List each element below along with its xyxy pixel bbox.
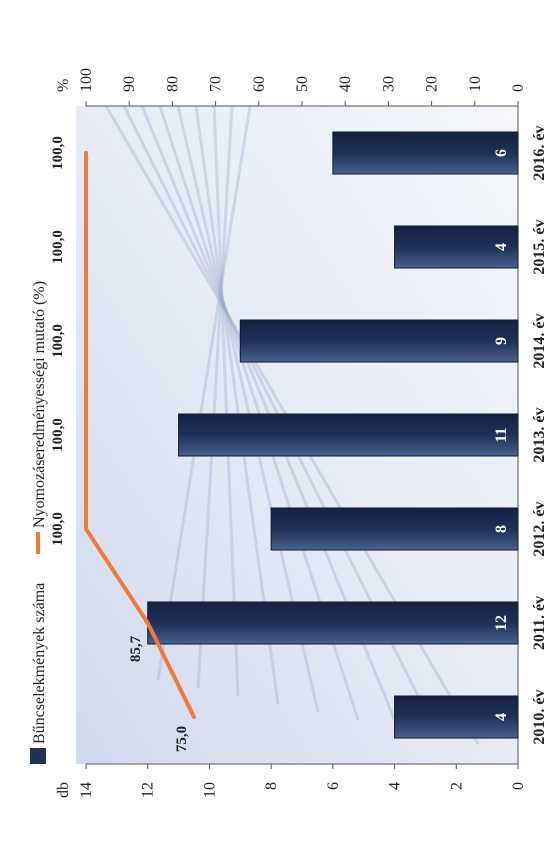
line-point [84,527,88,531]
bar-value-label: 9 [493,337,510,345]
background-stripe [212,105,240,697]
right-axis-tick-label: 20 [424,76,441,92]
right-axis-unit: % [55,79,72,92]
right-axis-tick-label: 10 [467,76,484,92]
right-axis-tick-label: 80 [164,76,181,92]
line-value-label: 100,0 [50,230,66,264]
category-label: 2012. év [531,501,548,556]
line-value-label: 100,0 [50,418,66,452]
line-value-label: 100,0 [50,512,66,546]
right-axis-tick-label: 70 [208,76,225,92]
category-label: 2013. év [531,407,548,462]
bar-value-label: 4 [493,713,510,721]
background-stripe [156,105,252,681]
bar [394,225,519,269]
left-axis-tick-label: 10 [201,782,218,798]
bar [270,507,519,551]
bar [394,695,519,739]
bar [332,131,519,175]
line-point [145,621,150,625]
right-axis-tick-label: 60 [251,76,268,92]
right-axis-tick-label: 30 [380,76,397,92]
line-value-label: 100,0 [50,324,66,358]
bar [147,601,519,645]
right-axis-tick-label: 50 [294,76,311,92]
line-point [192,715,196,719]
bar [239,319,519,363]
category-label: 2016. év [531,125,548,180]
left-axis-tick-label: 0 [510,782,527,790]
category-label: 2010. év [531,689,548,744]
legend-bar-label: Bűncselekmények száma [31,583,48,744]
left-axis-tick-label: 12 [140,782,157,798]
right-axis-tick-label: 0 [510,84,527,92]
left-axis-tick-label: 4 [387,782,404,790]
bar-value-label: 8 [493,525,510,533]
line-point [84,433,88,437]
legend-bar-swatch [30,748,46,764]
left-axis-tick-label: 14 [78,782,95,798]
line-value-label: 85,7 [128,635,144,662]
category-label: 2015. év [531,219,548,274]
bar [178,413,519,457]
bar-value-label: 6 [493,149,510,157]
bar-value-label: 12 [493,615,510,631]
bar-value-label: 11 [493,427,510,442]
line-point [84,339,88,343]
line-point [84,245,88,249]
category-label: 2011. év [531,596,548,650]
line-value-label: 100,0 [50,136,66,170]
line-point [84,151,88,155]
right-axis-tick-label: 40 [337,76,354,92]
category-label: 2014. év [531,313,548,368]
left-axis-unit: db [55,782,72,798]
left-axis-tick-label: 8 [263,782,280,790]
right-axis-tick-label: 100 [78,68,95,92]
background-stripe [196,105,234,689]
left-axis-tick-label: 6 [325,782,342,790]
legend-line-label: Nyomozáseredményességi mutató (%) [31,281,48,528]
line-value-label: 75,0 [174,726,190,752]
right-axis-tick-label: 90 [121,76,138,92]
bar-value-label: 4 [493,243,510,251]
left-axis-tick-label: 2 [448,782,465,790]
